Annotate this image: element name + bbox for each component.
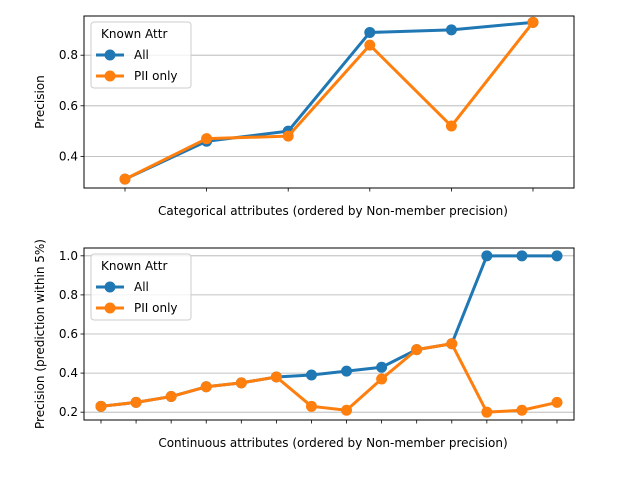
data-point [516, 404, 528, 416]
data-point [446, 338, 458, 350]
series-pii-only [95, 338, 563, 418]
data-point [282, 130, 294, 142]
data-point [305, 369, 317, 381]
data-point [201, 133, 213, 145]
legend: Known Attr All PII only [90, 253, 192, 321]
data-point [270, 371, 282, 383]
x-axis-label: Categorical attributes (ordered by Non-m… [158, 204, 508, 218]
categorical-precision-chart: 0.4 0.6 0.8 Categorical attributes (ordere… [33, 15, 575, 218]
legend-entry: All [96, 48, 149, 62]
data-point [341, 365, 353, 377]
continuous-precision-chart: 0.2 0.4 0.6 0.8 1.0 Continuous attributes (o… [33, 239, 575, 450]
plot-frame [83, 15, 575, 189]
data-point [341, 404, 353, 416]
data-point [551, 250, 563, 262]
data-point [130, 396, 142, 408]
y-tick-label: 0.8 [59, 48, 78, 62]
data-point [516, 250, 528, 262]
y-tick-label: 0.2 [59, 405, 78, 419]
legend-swatch-marker [104, 302, 116, 314]
x-axis-label: Continuous attributes (ordered by Non-me… [158, 436, 507, 450]
legend-box [90, 253, 192, 321]
series-all [119, 16, 539, 185]
data-point [235, 377, 247, 389]
data-point [119, 173, 131, 185]
y-tick-label: 0.8 [59, 288, 78, 302]
y-tick-label: 0.6 [59, 327, 78, 341]
series-pii-only [119, 16, 539, 185]
legend-box [90, 21, 192, 89]
series-line [124, 21, 535, 181]
legend-entry: PII only [96, 301, 178, 315]
series-line [100, 342, 558, 414]
data-point [411, 344, 423, 356]
legend-label: All [134, 280, 149, 294]
legend-swatch-marker [104, 281, 116, 293]
data-point [481, 250, 493, 262]
y-tick-label: 1.0 [59, 249, 78, 263]
legend-swatch-marker [104, 49, 116, 61]
data-point [364, 26, 376, 38]
data-point [481, 406, 493, 418]
series-line [124, 20, 534, 181]
data-point [165, 391, 177, 403]
data-point [376, 361, 388, 373]
data-point [364, 39, 376, 51]
legend-label: All [134, 48, 149, 62]
data-point [551, 396, 563, 408]
data-point [305, 400, 317, 412]
y-axis-label: Precision [33, 75, 47, 129]
legend-title: Known Attr [101, 259, 167, 273]
legend-entry: PII only [96, 69, 178, 83]
legend-entry: All [96, 280, 149, 294]
y-tick-label: 0.4 [59, 366, 78, 380]
data-point [95, 400, 107, 412]
legend-title: Known Attr [101, 27, 167, 41]
data-point [376, 373, 388, 385]
legend-label: PII only [134, 69, 178, 83]
y-tick-label: 0.4 [59, 149, 78, 163]
legend-label: PII only [134, 301, 178, 315]
legend: Known Attr All PII only [90, 21, 192, 89]
y-tick-label: 0.6 [59, 99, 78, 113]
legend-swatch-marker [104, 70, 116, 82]
data-point [200, 381, 212, 393]
data-point [445, 24, 457, 36]
y-axis-label: Precision (prediction within 5%) [33, 239, 47, 429]
data-point [527, 16, 539, 28]
data-point [445, 120, 457, 132]
